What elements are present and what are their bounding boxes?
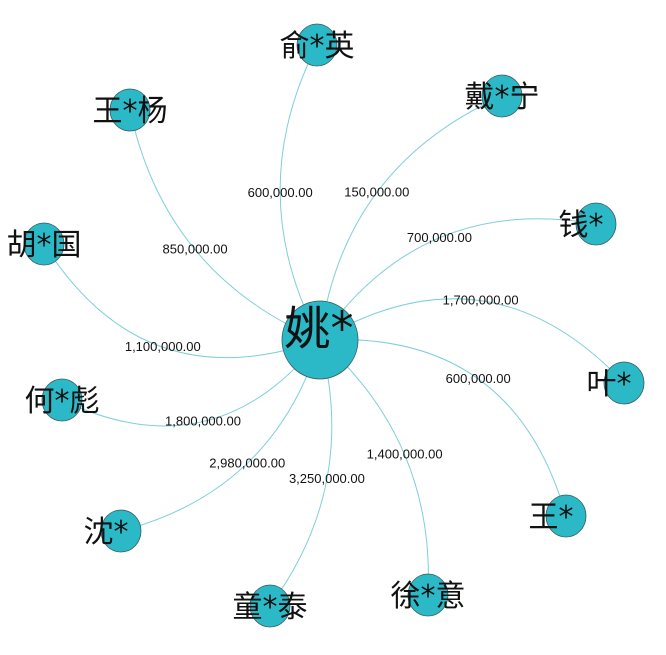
node-circle[interactable]	[109, 88, 151, 132]
person-node[interactable]: 王*	[529, 494, 587, 538]
node-circle[interactable]	[603, 361, 645, 405]
edge-amount-label: 700,000.00	[407, 230, 472, 245]
edge-amount-label: 2,980,000.00	[209, 455, 285, 470]
node-name: 童*泰	[233, 590, 308, 625]
edge-amount-label: 150,000.00	[344, 185, 409, 200]
node-circle[interactable]	[545, 494, 587, 538]
person-node[interactable]: 何*彪	[25, 378, 100, 422]
edge	[120, 339, 321, 532]
edge	[61, 339, 321, 427]
edge-labels: 600,000.00 150,000.00 700,000.00 1,700,000.…	[125, 185, 519, 486]
center-node-circle[interactable]	[281, 300, 359, 380]
edge-amount-label: 1,400,000.00	[367, 447, 443, 462]
edge-amount-label: 600,000.00	[446, 371, 511, 386]
person-node[interactable]: 胡*国	[7, 222, 82, 266]
center-node[interactable]: 姚*	[281, 300, 359, 380]
edge-amount-label: 3,250,000.00	[289, 471, 365, 486]
edge	[319, 95, 503, 341]
edge-amount-label: 600,000.00	[248, 185, 313, 200]
edge	[319, 338, 567, 517]
person-node[interactable]: 俞*英	[280, 23, 355, 67]
person-node[interactable]: 叶*	[587, 361, 645, 405]
edge-amount-label: 1,800,000.00	[165, 414, 241, 429]
node-name: 王*杨	[93, 94, 168, 129]
node-name: 俞*英	[280, 29, 355, 64]
edge	[319, 218, 597, 341]
edge-amount-label: 1,100,000.00	[125, 339, 201, 354]
node-name: 胡*国	[7, 228, 82, 263]
person-node[interactable]: 戴*宁	[465, 74, 540, 118]
edge	[43, 243, 321, 359]
node-name: 叶*	[587, 367, 632, 402]
person-node[interactable]: 徐*意	[391, 573, 466, 617]
person-node[interactable]: 童*泰	[233, 584, 308, 628]
person-node[interactable]: 钱*	[559, 202, 617, 246]
node-circle[interactable]	[23, 222, 65, 266]
node-circle[interactable]	[407, 573, 449, 617]
edge	[319, 339, 429, 596]
node-name: 徐*意	[391, 579, 466, 614]
person-node[interactable]: 沈*	[84, 509, 142, 553]
edge-amount-label: 850,000.00	[163, 242, 228, 257]
edge	[129, 109, 321, 341]
node-name: 王*	[529, 500, 574, 535]
node-name: 沈*	[84, 515, 129, 550]
node-circle[interactable]	[296, 23, 338, 67]
node-circle[interactable]	[575, 202, 617, 246]
edge-amount-label: 1,700,000.00	[443, 293, 519, 308]
edge	[319, 298, 625, 384]
node-circle[interactable]	[249, 584, 291, 628]
node-circle[interactable]	[41, 378, 83, 422]
person-node[interactable]: 王*杨	[93, 88, 168, 132]
node-name: 戴*宁	[465, 80, 540, 115]
nodes: 俞*英戴*宁钱* 叶* 王* 徐*意 童*泰 沈* 何*彪 胡*国 王*杨姚*	[7, 23, 645, 628]
node-circle[interactable]	[481, 74, 523, 118]
node-name: 何*彪	[25, 384, 100, 419]
edge	[279, 44, 321, 341]
node-name: 姚*	[285, 302, 354, 356]
node-name: 钱*	[559, 208, 604, 243]
node-circle[interactable]	[100, 509, 142, 553]
